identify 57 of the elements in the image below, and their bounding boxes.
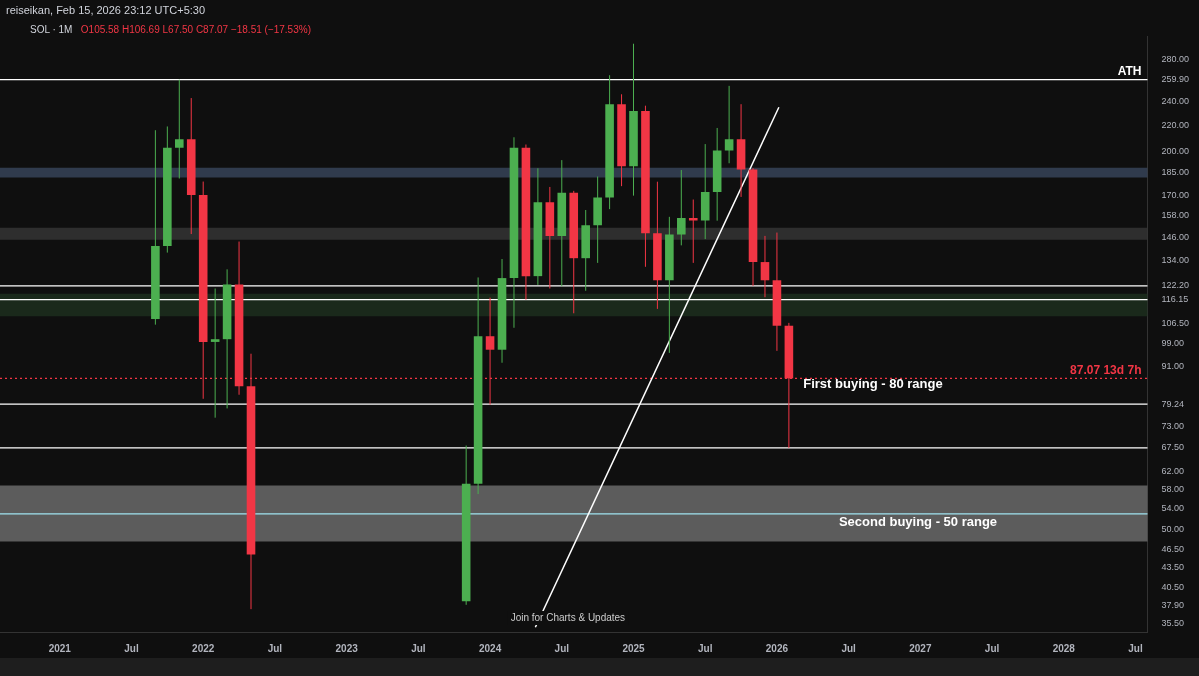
x-tick-label: Jul xyxy=(1128,642,1143,654)
x-tick-label: Jul xyxy=(984,642,1000,654)
y-tick-label: 280.00 xyxy=(1161,53,1189,64)
ref-line-label: ATH xyxy=(1117,64,1142,79)
y-tick-label: 99.00 xyxy=(1161,337,1184,348)
candlestick xyxy=(677,169,686,246)
y-tick-label: 73.00 xyxy=(1161,420,1184,431)
x-tick-label: 2025 xyxy=(622,642,646,654)
annotation: Join for Charts & Updates xyxy=(510,611,626,623)
chart-title: SOL · 1M xyxy=(30,23,73,35)
candlestick xyxy=(174,79,184,180)
x-tick-label: 2022 xyxy=(192,642,215,654)
y-tick-label: 122.20 xyxy=(1161,280,1189,291)
y-tick-label: 106.50 xyxy=(1161,317,1189,328)
y-tick-label: 37.90 xyxy=(1161,600,1184,611)
x-tick-label: Jul xyxy=(554,642,570,654)
ref-line-label: 87.07 13d 7h xyxy=(1070,362,1142,377)
text: reiseikan, Feb 15, 2026 23:12 UTC+5:30 xyxy=(5,3,207,18)
y-tick-label: 43.50 xyxy=(1161,562,1184,573)
x-tick-label: 2026 xyxy=(765,642,789,654)
x-tick-label: Jul xyxy=(841,642,857,654)
y-tick-label: 158.00 xyxy=(1161,210,1189,221)
y-tick-label: 259.90 xyxy=(1161,74,1189,85)
y-tick-label: 79.24 xyxy=(1161,398,1184,409)
x-tick-label: Jul xyxy=(124,642,139,654)
band-label: Second buying - 50 range xyxy=(838,514,998,530)
y-tick-label: 170.00 xyxy=(1161,190,1189,201)
y-tick-label: 185.00 xyxy=(1161,167,1189,178)
annotation: First buying - 80 range xyxy=(803,376,943,392)
candlestick xyxy=(760,235,770,298)
y-tick-label: 146.00 xyxy=(1161,231,1189,242)
y-tick-label: 62.00 xyxy=(1161,465,1184,476)
y-tick-label: 46.50 xyxy=(1161,544,1184,555)
x-tick-label: 2027 xyxy=(909,642,932,654)
y-tick-label: 220.00 xyxy=(1161,119,1189,130)
x-tick-label: 2023 xyxy=(335,642,359,654)
x-tick-label: Jul xyxy=(411,642,426,654)
x-tick-label: 2021 xyxy=(48,642,72,654)
y-tick-label: 35.50 xyxy=(1161,617,1184,628)
candlestick xyxy=(210,288,220,419)
x-tick-label: Jul xyxy=(697,642,713,654)
y-tick-label: 134.00 xyxy=(1161,255,1189,266)
x-tick-label: 2028 xyxy=(1052,642,1076,654)
y-tick-label: 58.00 xyxy=(1161,483,1184,494)
y-tick-label: 200.00 xyxy=(1161,145,1189,156)
candlestick xyxy=(724,85,734,164)
y-tick-label: 40.50 xyxy=(1161,581,1184,592)
y-tick-label: 67.50 xyxy=(1161,442,1184,453)
x-tick-label: Jul xyxy=(267,642,283,654)
y-tick-label: 91.00 xyxy=(1161,360,1184,371)
y-tick-label: 116.15 xyxy=(1161,294,1189,305)
y-tick-label: 54.00 xyxy=(1161,503,1184,514)
y-tick-label: 240.00 xyxy=(1161,95,1189,106)
chart-subtitle: O105.58 H106.69 L67.50 C87.07 −18.51 (−17.53%) xyxy=(80,23,311,35)
y-tick-label: 50.00 xyxy=(1161,524,1184,535)
candlestick xyxy=(688,199,698,264)
x-tick-label: 2024 xyxy=(478,642,502,654)
